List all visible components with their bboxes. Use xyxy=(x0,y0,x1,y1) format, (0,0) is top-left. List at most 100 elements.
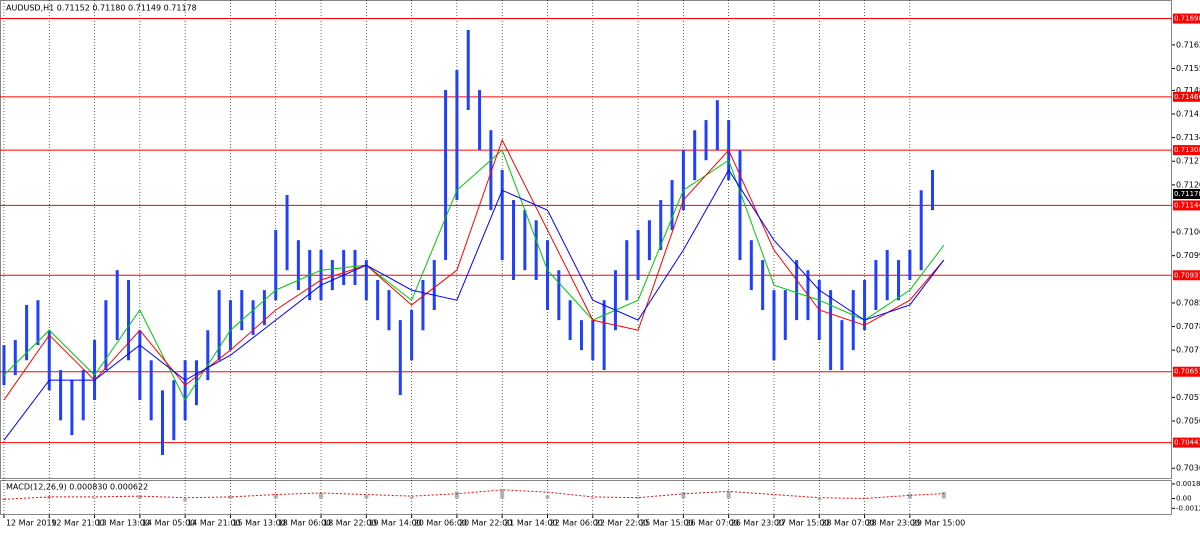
y-tick-label: 0.71415 xyxy=(1176,110,1200,119)
price-bar xyxy=(376,279,380,321)
price-bar xyxy=(70,380,74,436)
x-tick-label: 13 Mar 13:00 xyxy=(97,519,150,528)
macd-bar xyxy=(771,497,776,499)
level-label: 0.70937 xyxy=(1174,271,1200,279)
y-tick-label: 0.70995 xyxy=(1176,251,1200,260)
price-bar xyxy=(489,130,493,211)
price-bar xyxy=(591,320,595,361)
price-bar xyxy=(104,300,108,371)
x-tick-label: 28 Mar 07:00 xyxy=(821,519,874,528)
price-bar xyxy=(183,360,187,421)
price-bar xyxy=(319,249,323,301)
level-label: 0.71466 xyxy=(1174,93,1200,101)
x-tick-label: 20 Mar 22:00 xyxy=(459,519,512,528)
price-bar xyxy=(25,304,29,361)
y-tick-label: 0.70365 xyxy=(1176,464,1200,473)
price-bar xyxy=(127,279,131,361)
price-bar xyxy=(557,270,561,321)
price-bar xyxy=(115,270,119,341)
price-bar xyxy=(240,290,244,331)
price-bar xyxy=(897,260,901,301)
macd-bar xyxy=(454,491,459,499)
y-tick-label: 0.70855 xyxy=(1176,298,1200,307)
price-bar xyxy=(36,300,40,346)
price-bar xyxy=(478,90,482,151)
price-bar xyxy=(512,200,516,280)
x-tick-label: 14 Mar 05:00 xyxy=(142,519,195,528)
price-bar xyxy=(749,240,753,291)
level-label-box xyxy=(1173,91,1200,102)
x-tick-label: 22 Mar 22:00 xyxy=(595,519,648,528)
price-bar xyxy=(704,120,708,161)
y-tick-label: 0.70715 xyxy=(1176,346,1200,355)
price-bar xyxy=(93,340,97,401)
x-tick-label: 27 Mar 15:00 xyxy=(776,519,829,528)
level-label-box xyxy=(1173,13,1200,24)
price-bar xyxy=(613,270,617,331)
macd-bar xyxy=(726,491,731,499)
price-bar xyxy=(432,260,436,311)
price-bar xyxy=(874,260,878,311)
price-bar xyxy=(636,230,640,280)
chart-title: AUDUSD,H1 0.71152 0.71180 0.71149 0.7117… xyxy=(6,4,197,13)
x-tick-label: 18 Mar 06:00 xyxy=(278,519,331,528)
price-bar xyxy=(160,390,164,456)
price-bar xyxy=(885,249,889,301)
x-tick-label: 26 Mar 23:00 xyxy=(731,519,784,528)
macd-bar xyxy=(1,498,6,501)
price-bar xyxy=(568,300,572,341)
macd-bar xyxy=(364,495,369,499)
macd-bar xyxy=(590,498,595,500)
x-tick-label: 20 Mar 06:00 xyxy=(414,519,467,528)
price-bar xyxy=(285,194,289,271)
price-bar xyxy=(2,345,6,386)
macd-bar xyxy=(409,496,414,499)
macd-title: MACD(12,26,9) 0.000830 0.000622 xyxy=(6,483,148,492)
x-tick-label: 15 Mar 13:00 xyxy=(232,519,285,528)
price-bar xyxy=(353,249,357,286)
last-price-box xyxy=(1173,188,1200,199)
price-bar xyxy=(251,300,255,335)
macd-bar xyxy=(92,497,97,499)
price-bar xyxy=(500,170,504,261)
x-tick-label: 12 Mar 21:00 xyxy=(51,519,104,528)
price-bar xyxy=(364,260,368,301)
price-bar xyxy=(829,290,833,371)
moving-average xyxy=(3,149,945,402)
y-tick-label: 0.71620 xyxy=(1176,40,1200,49)
y-tick-label: 0.71345 xyxy=(1176,133,1200,142)
level-label-box xyxy=(1173,366,1200,377)
x-tick-label: 12 Mar 2019 xyxy=(6,519,57,528)
price-bar xyxy=(783,290,787,341)
price-bar xyxy=(659,200,663,250)
macd-bar xyxy=(319,492,324,499)
x-tick-label: 25 Mar 15:00 xyxy=(640,519,693,528)
macd-bar xyxy=(183,498,188,501)
level-label: 0.71308 xyxy=(1174,146,1200,154)
price-bar xyxy=(172,380,176,441)
price-bar xyxy=(908,249,912,280)
macd-bar xyxy=(500,489,505,499)
level-label: 0.70441 xyxy=(1174,439,1200,447)
price-bar xyxy=(761,260,765,311)
last-price-label: 0.71178 xyxy=(1174,190,1200,198)
x-tick-label: 19 Mar 14:00 xyxy=(368,519,421,528)
macd-bar xyxy=(273,493,278,499)
price-bar xyxy=(772,290,776,361)
price-bar xyxy=(228,300,232,351)
y-tick-label: 0.71485 xyxy=(1176,86,1200,95)
price-bar xyxy=(919,190,923,271)
price-bar xyxy=(466,30,470,110)
moving-average xyxy=(3,169,945,441)
x-tick-label: 21 Mar 14:00 xyxy=(504,519,557,528)
level-label-box xyxy=(1173,145,1200,156)
price-bar xyxy=(681,150,685,211)
macd-bar xyxy=(137,495,142,499)
x-tick-label: 28 Mar 23:00 xyxy=(867,519,920,528)
y-tick-label: 0.71275 xyxy=(1176,157,1200,166)
price-bar xyxy=(647,220,651,261)
macd-bar xyxy=(228,496,233,499)
